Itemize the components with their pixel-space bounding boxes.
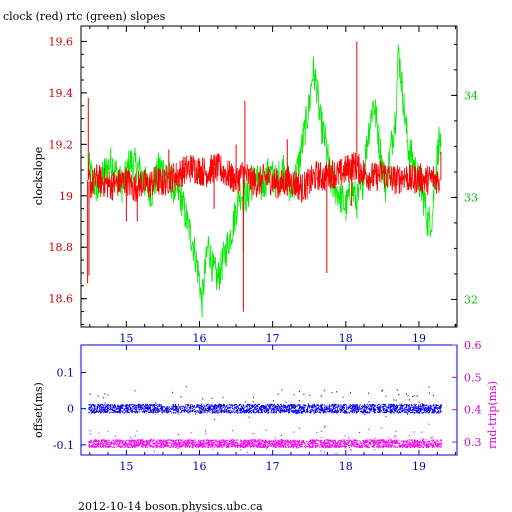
slopes-plot-area [87,41,442,318]
slopes-chart: 15 16 17 18 19 18.6 18.8 19 19.2 19.4 19.6 32 33 34 c… [32,25,478,345]
offset-axes: 15 16 17 18 19 -0.1 0 0.1 0.3 0.4 0.5 0.6 [53,339,482,473]
y-left-tick-label: 0 [67,403,74,416]
x-tick-label: 19 [412,332,426,345]
y-left-tick-label: 19.2 [49,138,74,151]
y-right-tick-label: 34 [464,89,478,102]
y-right-tick-label: 0.4 [464,404,482,417]
y-left-tick-label: 19.6 [49,35,74,48]
y-left-tick-label: -0.1 [53,439,74,452]
x-tick-label: 16 [193,460,207,473]
x-tick-label: 17 [266,332,280,345]
slopes-axes: 15 16 17 18 19 18.6 18.8 19 19.2 19.4 19.6 32 33 34 [49,26,478,345]
x-tick-label: 16 [193,332,207,345]
offset-ylabel: offset(ms) [32,382,45,438]
y-right-tick-label: 0.6 [464,339,482,352]
y-right-tick-label: 32 [464,293,478,306]
y-right-tick-label: 0.5 [464,371,482,384]
y-left-tick-label: 0.1 [57,367,75,380]
footer-caption: 2012-10-14 boson.physics.ubc.ca [78,500,263,512]
chart-title: clock (red) rtc (green) slopes [3,10,166,23]
y-right-tick-label: 0.3 [464,436,482,449]
rnd-trip-points [88,423,442,454]
y-left-tick-label: 18.8 [49,241,74,254]
offset-plot-area [88,386,442,454]
y-left-tick-label: 18.6 [49,293,74,306]
offset-points [88,386,442,420]
y-right-tick-label: 33 [464,191,478,204]
slopes-ylabel: clockslope [32,147,45,205]
x-tick-label: 17 [266,460,280,473]
x-tick-label: 15 [119,332,133,345]
clock-series-line [87,151,440,203]
offset-chart: 15 16 17 18 19 -0.1 0 0.1 0.3 0.4 0.5 0.6 offset(ms… [32,339,499,473]
x-tick-label: 18 [339,460,353,473]
rndtrip-ylabel: rnd-trip(ms) [486,381,499,449]
y-left-tick-label: 19 [59,190,73,203]
y-left-tick-label: 19.4 [49,87,74,100]
offset-frame [80,344,458,456]
slopes-frame [80,25,458,328]
x-tick-label: 15 [119,460,133,473]
x-tick-label: 19 [412,460,426,473]
x-tick-label: 18 [339,332,353,345]
